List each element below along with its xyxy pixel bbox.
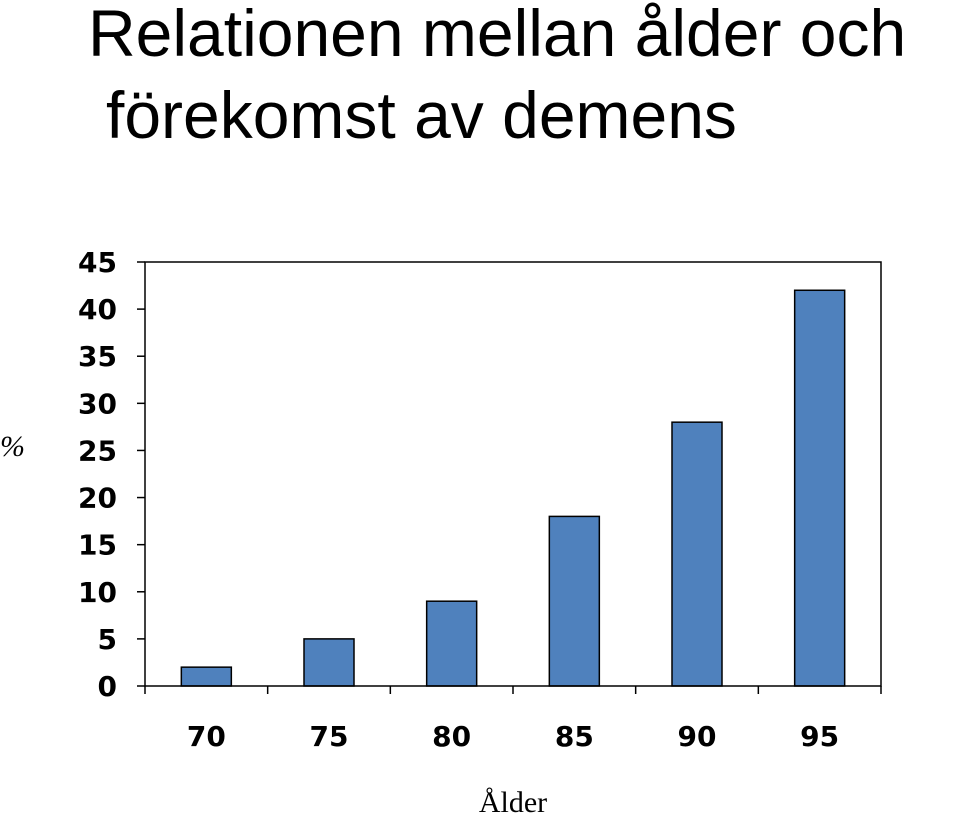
y-tick-label-35: 35 <box>78 340 117 373</box>
x-tick-label-90: 90 <box>678 720 717 753</box>
y-tick-label-0: 0 <box>98 670 117 703</box>
y-tick-label-10: 10 <box>78 576 117 609</box>
bar-90 <box>671 421 723 687</box>
x-axis-tick-labels: 70 75 80 85 90 95 <box>187 720 839 753</box>
y-axis-label: % <box>0 430 25 463</box>
y-tick-label-40: 40 <box>78 293 117 326</box>
chart-title-line-1: Relationen mellan ålder och <box>88 0 907 70</box>
y-tick-label-5: 5 <box>98 623 117 656</box>
y-tick-label-30: 30 <box>78 387 117 420</box>
bar-80 <box>425 600 478 687</box>
y-tick-label-15: 15 <box>78 529 117 562</box>
y-axis-tick-labels: 0 5 10 15 20 25 30 35 40 45 <box>78 246 117 703</box>
bar-75 <box>303 638 355 687</box>
bar-85 <box>548 515 601 687</box>
x-axis-ticks <box>144 686 882 694</box>
x-tick-label-85: 85 <box>555 720 594 753</box>
y-axis-ticks <box>137 261 145 687</box>
x-axis-label: Ålder <box>479 786 547 818</box>
plot-frame <box>144 261 882 687</box>
bar-70 <box>180 666 233 687</box>
bars-layer <box>180 289 846 687</box>
y-tick-label-45: 45 <box>78 246 117 279</box>
bar-95 <box>793 289 846 687</box>
x-tick-label-70: 70 <box>187 720 226 753</box>
y-tick-label-25: 25 <box>78 434 117 467</box>
y-tick-label-20: 20 <box>78 482 117 515</box>
x-tick-label-80: 80 <box>432 720 471 753</box>
x-tick-label-95: 95 <box>800 720 839 753</box>
chart-title-line-2: förekomst av demens <box>106 78 737 152</box>
x-tick-label-75: 75 <box>310 720 349 753</box>
